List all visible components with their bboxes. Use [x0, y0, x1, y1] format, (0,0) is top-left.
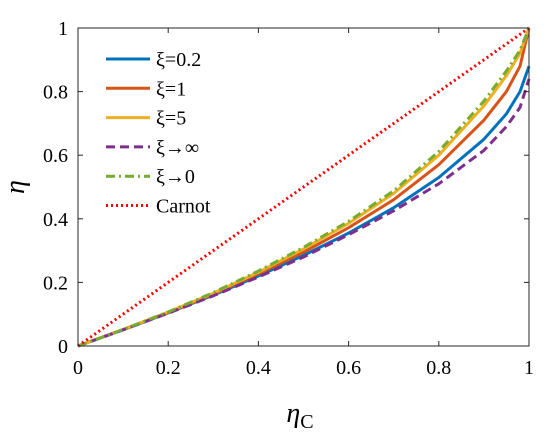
x-tick-label: 0.8: [426, 357, 451, 379]
y-tick-label: 0: [58, 336, 68, 358]
axes-group: [77, 27, 530, 347]
legend-label-3: ξ→∞: [156, 137, 199, 159]
x-tick-label: 0.2: [156, 357, 181, 379]
legend-label-4: ξ→0: [156, 166, 195, 188]
series-group: [77, 26, 531, 348]
x-axis-label: ηC: [286, 398, 313, 433]
axes-box: [77, 27, 530, 347]
y-tick-label: 0.4: [43, 209, 68, 231]
series-line-4: [77, 27, 531, 348]
series-line-5: [77, 26, 530, 348]
x-tick-label: 1: [524, 357, 534, 379]
y-tick-label: 1: [58, 18, 68, 40]
legend-label-1: ξ=1: [156, 78, 186, 100]
y-tick-label: 0.2: [43, 272, 68, 294]
x-tick-label: 0.4: [246, 357, 271, 379]
legend-label-5: Carnot: [156, 196, 211, 218]
x-tick-label: 0: [73, 357, 83, 379]
y-tick-label: 0.8: [43, 82, 68, 104]
legend-label-2: ξ=5: [156, 108, 186, 130]
legend: ξ=0.2 ξ=1 ξ=5 ξ→∞ ξ→0 Carnot: [106, 49, 211, 218]
y-axis-label: η: [0, 180, 31, 194]
legend-label-0: ξ=0.2: [156, 49, 201, 71]
x-axis-label-sub: C: [300, 411, 313, 433]
x-axis-label-main: η: [286, 398, 300, 429]
x-tick-label: 0.6: [336, 357, 361, 379]
y-tick-label: 0.6: [43, 145, 68, 167]
ticks-group: 0 0.2 0.4 0.6 0.8 1 0 0.2 0.4 0.6 0.8 1: [43, 18, 534, 379]
